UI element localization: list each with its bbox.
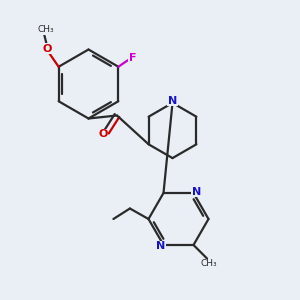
Text: O: O: [98, 129, 108, 140]
Text: F: F: [129, 53, 136, 63]
Text: CH₃: CH₃: [200, 260, 217, 268]
Text: N: N: [168, 95, 177, 106]
Text: O: O: [43, 44, 52, 54]
Text: CH₃: CH₃: [37, 25, 54, 34]
Text: N: N: [156, 241, 165, 251]
Text: N: N: [192, 187, 201, 197]
